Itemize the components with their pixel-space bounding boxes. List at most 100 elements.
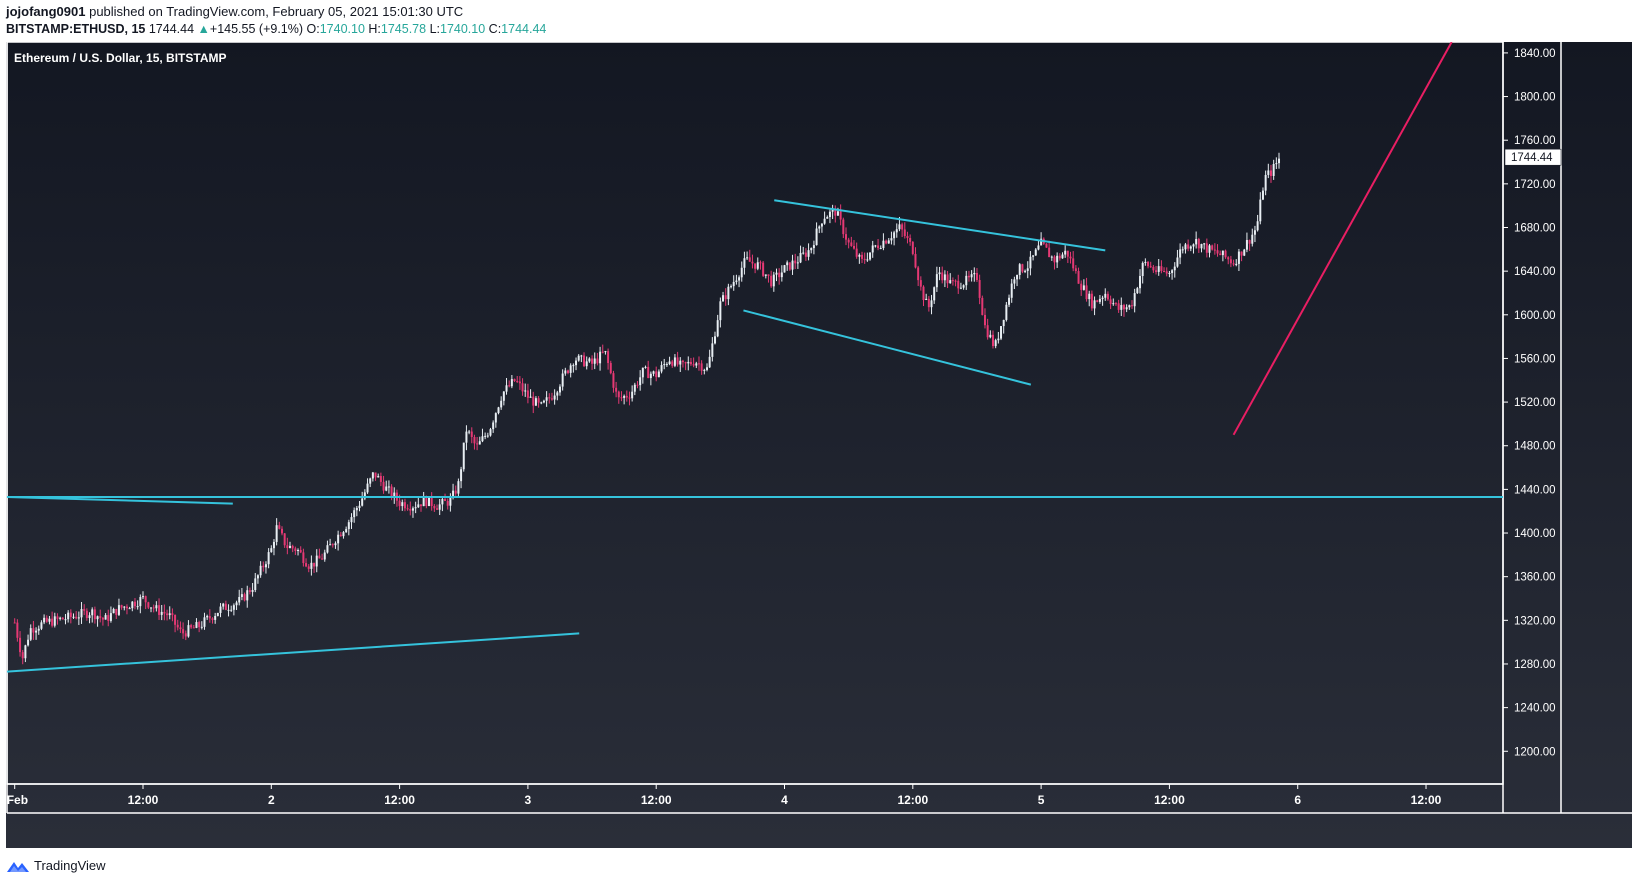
- candle-body: [925, 298, 928, 301]
- candle-body: [275, 525, 278, 542]
- candle-body: [481, 436, 484, 442]
- candle-body: [195, 622, 198, 628]
- candle-body: [166, 613, 169, 616]
- candle-body: [366, 483, 369, 493]
- candle-body: [1018, 264, 1021, 276]
- candle-body: [668, 361, 671, 365]
- candle-body: [1189, 246, 1192, 249]
- candle-body: [1232, 263, 1235, 265]
- candle-body: [853, 245, 856, 249]
- candle-body: [1106, 293, 1109, 300]
- candle-body: [1016, 275, 1019, 280]
- candle-body: [1120, 305, 1123, 310]
- candle-body: [465, 431, 468, 443]
- candle-body: [117, 605, 120, 615]
- candle-body: [441, 499, 444, 505]
- time-scale[interactable]: Feb 12:00 2 12:00 3 12:00 4 12:00 5 12:00 6 12:00: [7, 784, 1442, 807]
- candle-body: [633, 384, 636, 392]
- candle-body: [339, 534, 342, 537]
- candle-body: [954, 280, 957, 282]
- candle-body: [449, 497, 452, 506]
- candle-body: [1168, 273, 1171, 275]
- candle-body: [609, 363, 612, 374]
- candle-body: [88, 615, 91, 619]
- candle-body: [1074, 268, 1077, 272]
- candle-body: [1213, 249, 1216, 251]
- candle-body: [1002, 319, 1005, 327]
- candle-body: [128, 608, 131, 610]
- candle-body: [882, 240, 885, 249]
- candle-body: [307, 566, 310, 569]
- time-tick-label: Feb: [7, 793, 28, 807]
- candle-body: [430, 496, 433, 507]
- candle-body: [1045, 243, 1048, 248]
- candle-body: [1165, 271, 1168, 274]
- price-chart[interactable]: Ethereum / U.S. Dollar, 15, BITSTAMP 184…: [6, 42, 1632, 848]
- candle-body: [1090, 293, 1093, 309]
- candle-body: [422, 496, 425, 507]
- candle-body: [492, 422, 495, 430]
- candle-body: [174, 614, 177, 625]
- candle-body: [847, 239, 850, 243]
- candle-body: [879, 248, 882, 250]
- candle-body: [828, 211, 831, 218]
- price-tick-label: 1560.00: [1514, 353, 1556, 365]
- candle-body: [243, 594, 246, 601]
- candle-body: [695, 363, 698, 366]
- candle-body: [807, 250, 810, 257]
- candle-body: [262, 565, 265, 568]
- candle-body: [1010, 283, 1013, 298]
- footer-brand[interactable]: TradingView: [6, 858, 106, 873]
- candle-body: [382, 481, 385, 491]
- candle-body: [981, 297, 984, 315]
- candle-body: [842, 219, 845, 235]
- price-scale[interactable]: 1840.00 1800.00 1760.00 1720.00 1680.00 1640.…: [1503, 48, 1556, 758]
- candle-body: [403, 502, 406, 509]
- candle-body: [238, 597, 241, 603]
- author-name[interactable]: jojofang0901: [6, 4, 86, 19]
- candle-body: [764, 274, 767, 276]
- candle-body: [1261, 190, 1264, 200]
- candle-body: [93, 609, 96, 620]
- candle-body: [72, 616, 75, 618]
- price-tick-label: 1840.00: [1514, 48, 1556, 60]
- price-tick-label: 1520.00: [1514, 397, 1556, 409]
- candle-body: [866, 259, 869, 261]
- drawing-layer: [6, 42, 1503, 673]
- candle-body: [133, 601, 136, 607]
- candle-body: [599, 351, 602, 364]
- candle-body: [1061, 254, 1064, 259]
- candle-body: [518, 381, 521, 384]
- candle-body: [462, 442, 465, 470]
- candle-body: [540, 402, 543, 404]
- candle-body: [620, 397, 623, 399]
- candle-body: [869, 252, 872, 260]
- time-tick-label: 6: [1294, 793, 1301, 807]
- candle-body: [949, 280, 952, 284]
- candle-body: [1032, 255, 1035, 257]
- candle-body: [358, 505, 361, 508]
- candle-body: [671, 361, 674, 366]
- candle-body: [1192, 244, 1195, 247]
- candle-body: [478, 441, 481, 445]
- candle-body: [125, 606, 128, 609]
- candle-body: [222, 603, 225, 607]
- candle-body: [85, 610, 88, 619]
- candle-body: [548, 397, 551, 399]
- candle-body: [131, 601, 134, 609]
- candle-body: [1117, 303, 1120, 310]
- candle-body: [679, 360, 682, 365]
- lower-ascending-line: [6, 632, 580, 673]
- candle-body: [406, 508, 409, 510]
- candle-body: [484, 435, 487, 437]
- candle-body: [385, 486, 388, 491]
- candle-body: [112, 608, 115, 614]
- price-tick-label: 1680.00: [1514, 223, 1556, 235]
- candle-body: [1272, 163, 1275, 176]
- candle-body: [657, 371, 660, 378]
- candle-body: [775, 272, 778, 275]
- candle-body: [355, 507, 358, 511]
- candle-body: [497, 407, 500, 414]
- candle-body: [812, 245, 815, 249]
- candle-body: [323, 552, 326, 560]
